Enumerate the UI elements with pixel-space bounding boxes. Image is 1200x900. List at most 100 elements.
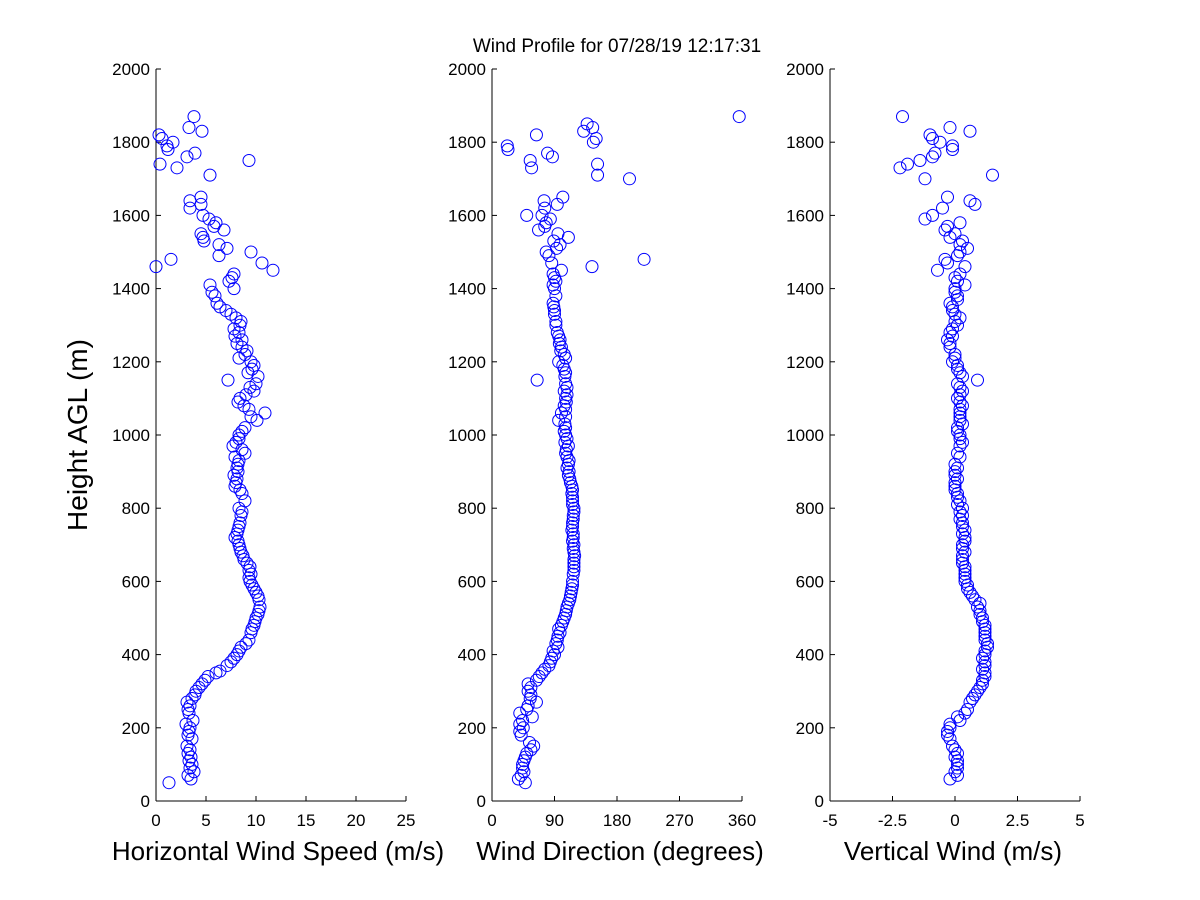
y-tick-label: 400	[796, 646, 824, 665]
data-point	[946, 300, 959, 314]
data-point	[225, 271, 239, 285]
data-point	[976, 662, 989, 676]
data-point	[238, 347, 252, 361]
data-point	[948, 347, 962, 361]
data-point	[244, 245, 258, 259]
x-axis-label: Wind Direction (degrees)	[476, 836, 764, 866]
data-point	[966, 589, 979, 603]
y-tick-label: 1000	[786, 426, 824, 445]
data-point	[557, 347, 571, 361]
data-point	[266, 263, 280, 277]
y-tick-label: 1800	[448, 133, 486, 152]
data-point	[247, 358, 261, 372]
data-point	[238, 421, 252, 435]
data-point	[948, 227, 962, 241]
data-point	[546, 296, 560, 310]
data-point	[623, 172, 636, 186]
data-point	[978, 655, 992, 669]
x-tick-label: 10	[247, 811, 266, 830]
data-point	[567, 560, 581, 574]
data-point	[556, 190, 570, 204]
data-point	[185, 692, 199, 706]
series-points	[500, 110, 746, 790]
data-point	[966, 692, 979, 706]
data-point	[953, 238, 967, 252]
data-point	[956, 435, 969, 449]
data-point	[230, 648, 244, 662]
data-point	[245, 578, 259, 592]
data-point	[978, 629, 992, 643]
data-point	[229, 435, 243, 449]
data-point	[562, 465, 576, 479]
y-tick-label: 0	[477, 792, 486, 811]
y-tick-label: 600	[122, 572, 150, 591]
data-point	[186, 713, 200, 727]
data-point	[951, 289, 964, 303]
x-axis-label: Horizontal Wind Speed (m/s)	[112, 836, 444, 866]
data-point	[953, 494, 967, 508]
data-point	[973, 681, 987, 695]
data-point	[180, 150, 194, 164]
y-tick-label: 1200	[112, 353, 150, 372]
data-point	[183, 761, 197, 775]
data-point	[976, 651, 989, 665]
data-point	[567, 563, 581, 577]
data-point	[963, 695, 977, 709]
data-point	[953, 505, 967, 519]
x-tick-label: 90	[545, 811, 564, 830]
data-point	[239, 388, 253, 402]
data-point	[194, 227, 208, 241]
data-point	[953, 439, 967, 453]
data-point	[232, 432, 246, 446]
data-point	[537, 194, 551, 208]
data-point	[948, 465, 962, 479]
data-point	[567, 505, 581, 519]
y-tick-label: 400	[458, 646, 486, 665]
data-point	[552, 622, 566, 636]
data-point	[953, 713, 967, 727]
data-point	[249, 585, 263, 599]
data-point	[550, 241, 564, 255]
panel-1: 0 200 400 600 800 1000 1200 1400 1600 1800 2000 0 5 1…	[112, 60, 444, 866]
y-tick-label: 2000	[786, 60, 824, 79]
data-point	[521, 677, 535, 691]
data-point	[961, 241, 974, 255]
data-point	[213, 300, 227, 314]
data-point	[196, 208, 210, 222]
data-point	[973, 607, 987, 621]
data-point	[956, 234, 969, 248]
data-point	[205, 285, 219, 299]
data-point	[244, 410, 258, 424]
data-point	[208, 289, 222, 303]
y-tick-label: 1200	[448, 353, 486, 372]
data-point	[545, 651, 559, 665]
data-point	[948, 476, 962, 490]
data-point	[240, 556, 254, 570]
data-point	[545, 256, 559, 270]
data-point	[203, 168, 217, 182]
data-point	[545, 150, 559, 164]
data-point	[948, 468, 962, 482]
data-point	[228, 329, 242, 343]
y-tick-label: 200	[796, 719, 824, 738]
data-point	[524, 743, 538, 757]
data-point	[183, 699, 197, 713]
y-tick-label: 0	[141, 792, 150, 811]
data-point	[943, 296, 957, 310]
x-tick-label: 270	[665, 811, 693, 830]
data-point	[195, 124, 209, 138]
data-point	[235, 333, 249, 347]
data-point	[946, 355, 959, 369]
data-point	[242, 154, 256, 167]
data-point	[242, 571, 256, 585]
data-point	[951, 710, 964, 724]
data-point	[986, 168, 999, 182]
data-point	[188, 146, 202, 160]
data-point	[227, 651, 241, 665]
data-point	[951, 746, 964, 760]
data-point	[946, 304, 959, 318]
data-point	[516, 721, 530, 735]
data-point	[185, 732, 199, 746]
y-tick-label: 1000	[112, 426, 150, 445]
